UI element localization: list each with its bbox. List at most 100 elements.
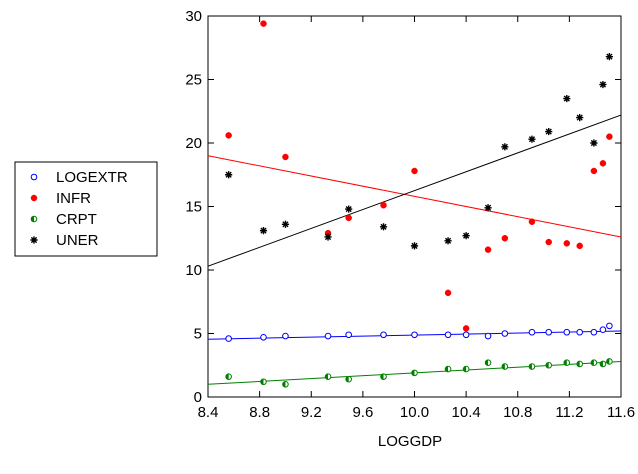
point-crpt [260, 378, 267, 386]
point-uner [345, 205, 353, 213]
point-crpt-fill [576, 361, 580, 367]
y-tick-label: 5 [194, 326, 202, 343]
point-logextr [563, 328, 571, 336]
y-tick-label: 30 [185, 8, 202, 25]
y-tick-label: 0 [194, 389, 202, 406]
point-infr [260, 20, 267, 27]
y-tick-label: 15 [185, 199, 202, 216]
plot-border [207, 15, 622, 398]
point-uner [324, 233, 332, 241]
point-uner [501, 143, 509, 151]
point-crpt-fill [600, 361, 603, 367]
x-tick-label: 9.2 [301, 404, 322, 421]
point-crpt [444, 365, 452, 373]
point-infr [282, 153, 289, 161]
point-logextr [225, 335, 232, 342]
legend-marker-infr [30, 194, 38, 202]
x-axis-title: LOGGDP [378, 433, 442, 450]
point-crpt-fill [445, 366, 449, 372]
point-uner [590, 139, 598, 147]
point-crpt [590, 359, 598, 367]
point-crpt-fill [563, 359, 567, 366]
point-logextr [380, 331, 387, 339]
point-infr [484, 246, 492, 253]
point-uner [259, 227, 268, 235]
point-crpt-fill [260, 378, 264, 385]
point-infr [563, 240, 571, 247]
point-uner [563, 94, 571, 103]
point-crpt-fill [591, 359, 594, 366]
x-tick-label: 11.2 [555, 404, 583, 421]
point-uner [379, 223, 388, 231]
point-uner [444, 237, 452, 245]
point-crpt [501, 363, 509, 370]
legend-box [14, 161, 158, 257]
axes: 0 5 10 15 20 25 30 8.4 8.8 9.2 9.6 10.0 10.4 10.8 11.2… [185, 8, 635, 421]
fit-line-uner [207, 114, 622, 267]
point-crpt [599, 360, 607, 368]
point-crpt [545, 361, 553, 369]
point-crpt-fill [345, 376, 349, 383]
point-infr [606, 133, 613, 140]
point-uner [462, 232, 470, 240]
series-logextr [225, 322, 613, 342]
point-crpt-fill [325, 373, 329, 380]
point-uner [410, 242, 419, 250]
data-points [225, 20, 613, 388]
point-infr [411, 167, 418, 175]
series-uner [225, 53, 613, 250]
point-logextr [576, 328, 584, 336]
point-logextr [462, 331, 470, 339]
point-crpt [462, 365, 470, 373]
point-logextr [545, 328, 553, 336]
point-logextr [590, 328, 598, 336]
fit-lines [207, 114, 622, 385]
point-uner [281, 220, 290, 228]
legend-label-crpt: CRPT [56, 211, 97, 228]
y-tick-label: 10 [185, 262, 202, 279]
point-infr [462, 325, 470, 332]
y-tick-label: 25 [185, 72, 202, 89]
point-logextr [282, 332, 289, 340]
point-crpt [576, 360, 584, 368]
point-crpt [528, 363, 536, 370]
point-crpt-fill [502, 363, 505, 370]
point-logextr [606, 322, 613, 330]
point-crpt-fill [225, 373, 229, 380]
legend-label-logextr: LOGEXTR [56, 169, 128, 186]
point-logextr [444, 331, 452, 339]
legend-marker-crpt-fill [31, 216, 34, 222]
point-crpt [606, 358, 613, 365]
point-logextr [528, 328, 536, 336]
point-logextr [411, 331, 418, 339]
point-logextr [484, 332, 492, 340]
point-infr [225, 132, 232, 139]
x-tick-label: 10.0 [400, 404, 429, 421]
point-crpt-fill [380, 373, 384, 380]
point-uner [528, 135, 536, 143]
x-tick-label: 10.4 [452, 404, 481, 421]
point-infr [545, 238, 552, 246]
point-logextr [324, 332, 332, 340]
x-tick-label: 8.4 [198, 404, 219, 421]
point-crpt [345, 375, 352, 383]
point-infr [345, 214, 352, 222]
point-logextr [260, 334, 267, 341]
series-infr [225, 20, 613, 332]
point-uner [605, 53, 613, 61]
point-logextr [345, 331, 352, 339]
point-uner [599, 80, 607, 89]
point-infr [380, 201, 387, 209]
point-crpt [563, 359, 571, 367]
legend: LOGEXTR INFR CRPT UNER [14, 161, 158, 257]
series-crpt [225, 358, 613, 388]
plot-area [207, 15, 622, 398]
point-crpt [282, 381, 289, 388]
point-crpt [380, 373, 387, 380]
legend-marker-uner [30, 236, 38, 244]
point-crpt [324, 373, 332, 380]
point-crpt-fill [463, 366, 467, 372]
point-infr [599, 160, 607, 167]
legend-marker-crpt [30, 215, 38, 223]
